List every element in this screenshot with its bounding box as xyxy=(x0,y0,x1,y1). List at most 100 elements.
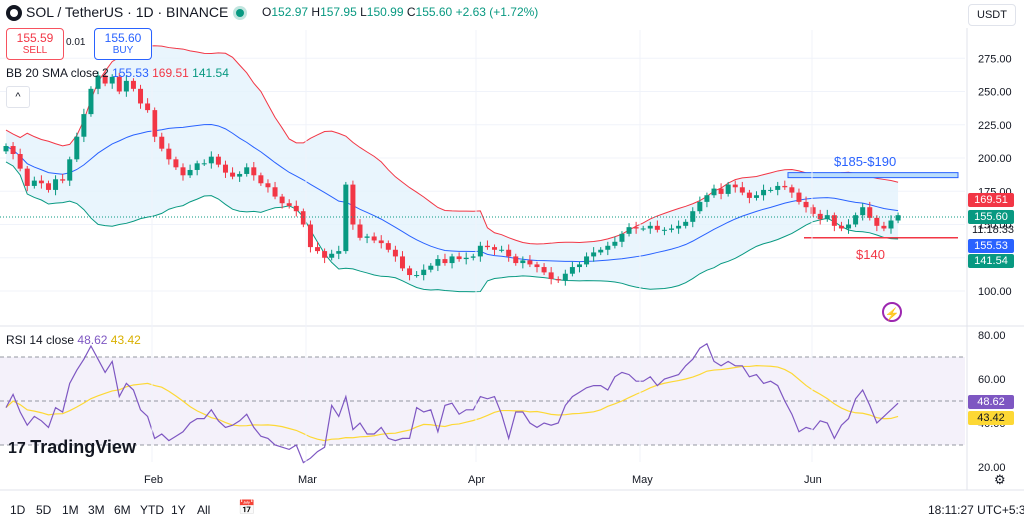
calendar-icon[interactable]: 📅 xyxy=(238,499,256,515)
candle xyxy=(846,224,852,229)
clock: 18:11:27 UTC+5:30 xyxy=(928,503,1024,517)
high-value: 157.95 xyxy=(320,5,357,19)
ohlc-readout: O152.97 H157.95 L150.99 C155.60 +2.63 (+… xyxy=(262,5,538,19)
candle xyxy=(442,259,448,264)
candle xyxy=(180,167,186,176)
buy-button[interactable]: 155.60 BUY xyxy=(94,28,152,60)
tradingview-logo: 17 TradingView xyxy=(8,437,136,458)
candle xyxy=(336,251,342,254)
candle xyxy=(286,203,292,206)
candle xyxy=(626,227,632,234)
candle xyxy=(661,229,667,231)
candle xyxy=(173,159,179,168)
spread-value: 0.01 xyxy=(66,37,86,48)
candle xyxy=(88,88,94,115)
sell-button[interactable]: 155.59 SELL xyxy=(6,28,64,60)
candle xyxy=(782,185,788,188)
candle xyxy=(244,167,250,174)
collapse-icon[interactable]: ^ xyxy=(6,86,30,108)
candle xyxy=(428,265,434,270)
candle xyxy=(711,188,717,196)
low-label: L xyxy=(360,5,367,19)
close-label: C xyxy=(406,5,416,19)
timeframe-button-5d[interactable]: 5D xyxy=(36,503,52,517)
candle xyxy=(343,184,349,252)
timeframe-button-1d[interactable]: 1D xyxy=(10,503,26,517)
bb-mid-value: 155.53 xyxy=(112,66,149,80)
candle xyxy=(45,183,51,190)
candle xyxy=(591,252,597,257)
bb-lower-value: 141.54 xyxy=(192,66,229,80)
candle xyxy=(187,169,193,176)
candle xyxy=(838,225,844,229)
candle xyxy=(215,156,221,165)
candle xyxy=(421,269,427,276)
candle xyxy=(704,195,710,202)
symbol-title[interactable]: SOL / TetherUS · 1D · BINANCE xyxy=(26,4,229,20)
candle xyxy=(853,215,859,225)
candle xyxy=(307,224,313,248)
candle xyxy=(569,267,575,274)
candle xyxy=(633,227,639,229)
candle xyxy=(67,159,73,181)
candle xyxy=(612,241,618,246)
candle xyxy=(364,236,370,238)
candle xyxy=(166,148,172,160)
sell-label: SELL xyxy=(22,45,48,56)
candle xyxy=(3,146,9,152)
time-tick-label: Mar xyxy=(298,474,317,486)
settings-icon[interactable]: ⚙ xyxy=(994,472,1006,487)
market-status-icon xyxy=(236,9,244,17)
timeframe-button-all[interactable]: All xyxy=(197,503,211,517)
candle xyxy=(640,228,646,230)
bb-lower-price-label: 141.54 xyxy=(968,254,1014,268)
price-tick-label: 225.00 xyxy=(978,120,1012,132)
candle xyxy=(690,211,696,222)
rsi-price-label: 48.62 xyxy=(968,395,1014,409)
candle xyxy=(17,154,23,169)
candle xyxy=(725,184,731,194)
candle xyxy=(53,179,59,190)
candle xyxy=(753,195,759,198)
candle xyxy=(74,136,80,160)
rsi-legend[interactable]: RSI 14 close 48.62 43.42 xyxy=(6,333,141,347)
candle xyxy=(810,207,816,214)
candle xyxy=(789,187,795,193)
brand-name: TradingView xyxy=(30,437,136,457)
time-tick-label: Apr xyxy=(468,474,485,486)
time-tick-label: Jun xyxy=(804,474,822,486)
bb-legend[interactable]: BB 20 SMA close 2 155.53 169.51 141.54 xyxy=(6,66,229,80)
candle xyxy=(732,184,738,188)
timeframe-button-1y[interactable]: 1Y xyxy=(171,503,186,517)
timeframe-button-1m[interactable]: 1M xyxy=(62,503,79,517)
timeframe-button-ytd[interactable]: YTD xyxy=(140,503,164,517)
candle xyxy=(513,256,519,264)
candle xyxy=(456,256,462,260)
time-tick-label: May xyxy=(632,474,653,486)
candle xyxy=(159,136,165,149)
timeframe-button-3m[interactable]: 3M xyxy=(88,503,105,517)
candle xyxy=(81,114,87,137)
candle xyxy=(761,189,767,196)
bb-mid-price-label: 155.53 xyxy=(968,239,1014,253)
rsi-tick-label: 80.00 xyxy=(978,330,1006,342)
price-tick-label: 100.00 xyxy=(978,286,1012,298)
timeframe-button-6m[interactable]: 6M xyxy=(114,503,131,517)
candle xyxy=(619,233,625,242)
rsi-tick-label: 20.00 xyxy=(978,462,1006,474)
target-zone-box xyxy=(787,172,959,179)
tv-logo-icon: 17 xyxy=(8,440,31,457)
candle xyxy=(824,215,830,220)
currency-selector[interactable]: USDT xyxy=(968,4,1016,26)
candle xyxy=(683,221,689,226)
candle xyxy=(10,146,16,155)
high-label: H xyxy=(311,5,321,19)
candle xyxy=(605,245,611,250)
candle xyxy=(194,163,200,170)
flash-icon[interactable]: ⚡ xyxy=(882,302,902,322)
open-value: 152.97 xyxy=(271,5,309,19)
candle xyxy=(414,275,420,277)
candle xyxy=(201,163,207,165)
candle xyxy=(470,256,476,258)
